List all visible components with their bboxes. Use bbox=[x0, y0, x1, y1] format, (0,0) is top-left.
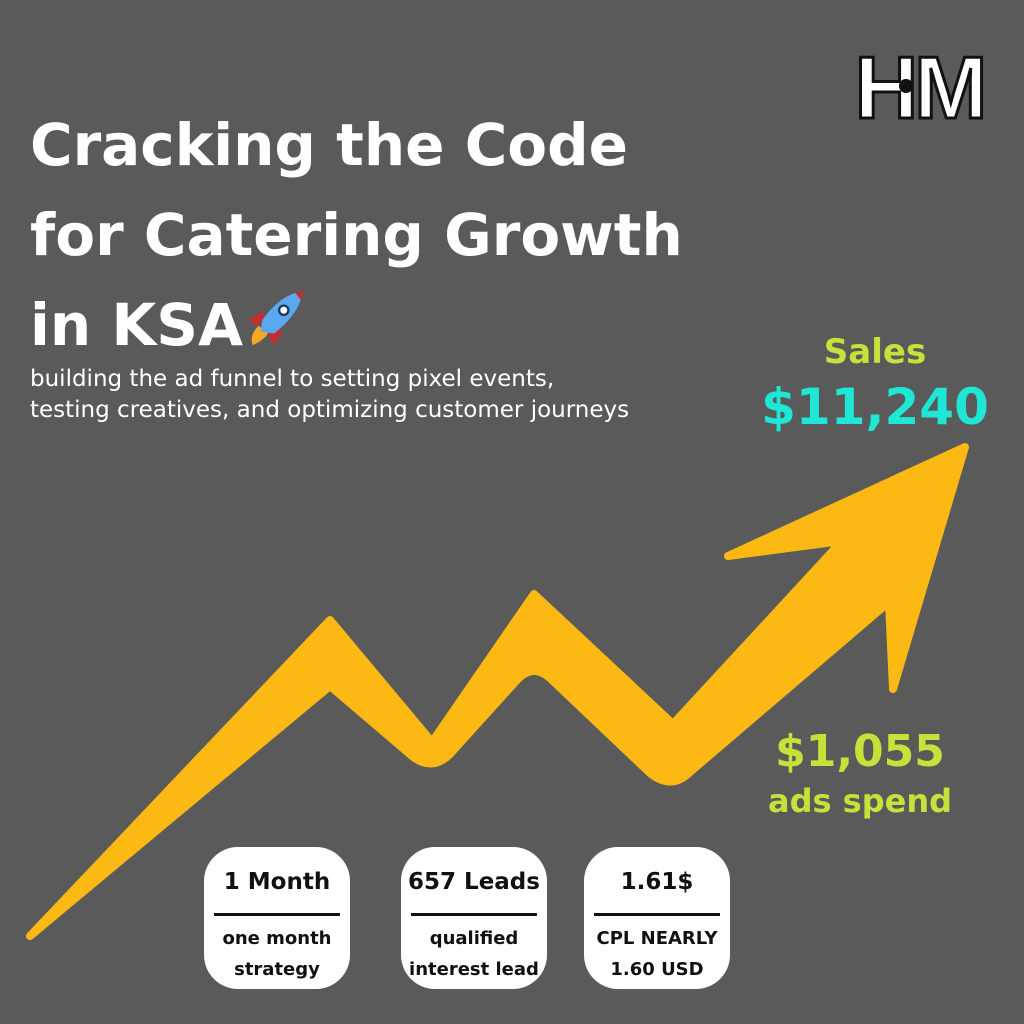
card-sub-line: one month bbox=[222, 928, 332, 949]
card-sub: one month strategy bbox=[204, 923, 350, 985]
headline-line-1: Cracking the Code bbox=[30, 111, 628, 179]
sales-value: $11,240 bbox=[761, 378, 989, 436]
stat-card-cpl: 1.61$ CPL NEARLY 1.60 USD bbox=[584, 847, 730, 989]
headline: Cracking the Code for Catering Growth in… bbox=[30, 100, 710, 370]
headline-line-3: in KSA bbox=[30, 280, 710, 370]
card-head: 657 Leads bbox=[408, 869, 540, 895]
ads-spend-value: $1,055 bbox=[775, 726, 945, 777]
card-sub-line: CPL NEARLY bbox=[596, 928, 718, 949]
stat-card-leads: 657 Leads qualified interest lead bbox=[401, 847, 547, 989]
card-sub-line: qualified bbox=[429, 928, 519, 949]
hm-logo: HM bbox=[853, 42, 989, 128]
card-sub-line: interest lead bbox=[409, 959, 539, 980]
logo-text: HM bbox=[855, 42, 984, 128]
card-sub-line: strategy bbox=[234, 959, 320, 980]
headline-line-2: for Catering Growth bbox=[30, 201, 683, 269]
card-sub-line: 1.60 USD bbox=[610, 959, 704, 980]
headline-line-3-text: in KSA bbox=[30, 291, 243, 359]
stat-card-duration: 1 Month one month strategy bbox=[204, 847, 350, 989]
subtitle-line-1: building the ad funnel to setting pixel … bbox=[30, 366, 555, 392]
card-divider bbox=[594, 913, 720, 916]
card-sub: CPL NEARLY 1.60 USD bbox=[584, 923, 730, 985]
card-divider bbox=[214, 913, 340, 916]
subtitle-line-2: testing creatives, and optimizing custom… bbox=[30, 397, 630, 423]
card-sub: qualified interest lead bbox=[401, 923, 547, 985]
rocket-icon bbox=[248, 290, 304, 346]
card-head: 1.61$ bbox=[620, 869, 694, 895]
subtitle: building the ad funnel to setting pixel … bbox=[30, 364, 750, 426]
card-divider bbox=[411, 913, 537, 916]
card-head: 1 Month bbox=[223, 869, 331, 895]
ads-spend-label: ads spend bbox=[767, 782, 953, 820]
sales-label: Sales bbox=[823, 332, 927, 372]
